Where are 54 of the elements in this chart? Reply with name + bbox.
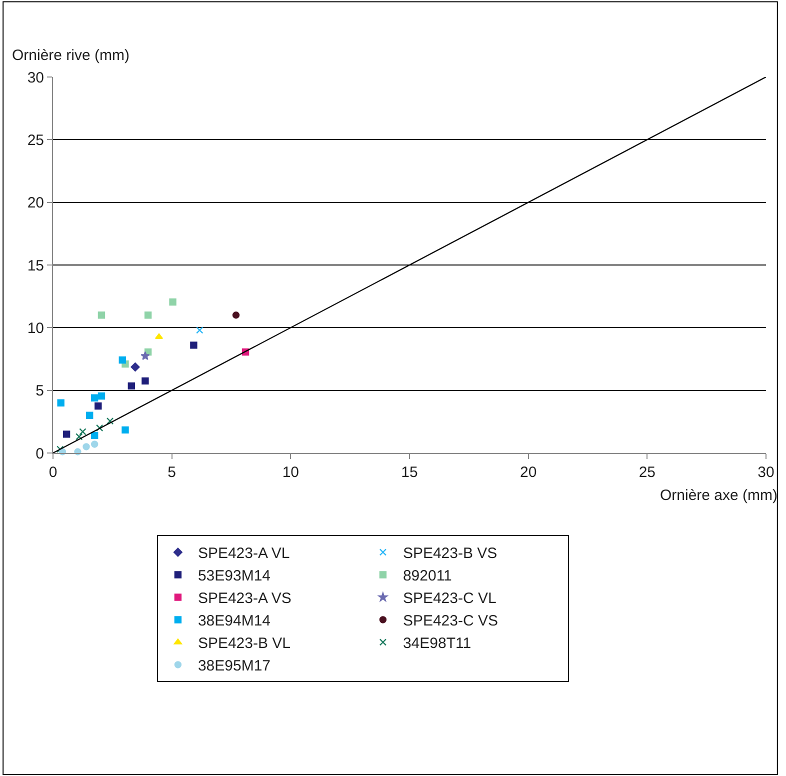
point xyxy=(142,377,149,385)
legend-label: SPE423-A VS xyxy=(198,590,292,608)
legend-label: 38E94M14 xyxy=(198,612,271,630)
point xyxy=(57,399,64,406)
legend-label: SPE423-B VS xyxy=(402,545,498,562)
x-tick-label: 30 xyxy=(758,464,774,481)
point xyxy=(190,342,198,349)
y-tick-label: 0 xyxy=(36,445,44,462)
point xyxy=(98,392,106,400)
point xyxy=(106,417,114,425)
point xyxy=(232,312,240,319)
y-tick-label: 5 xyxy=(36,382,44,400)
point xyxy=(86,412,94,419)
point xyxy=(56,446,64,453)
point xyxy=(62,430,70,438)
legend-label: SPE423-C VL xyxy=(402,590,496,608)
point xyxy=(196,326,204,334)
point xyxy=(128,382,136,390)
point xyxy=(144,312,152,319)
legend-label: 38E95M17 xyxy=(198,658,271,675)
point xyxy=(79,428,86,436)
legend-label: SPE423-B VL xyxy=(198,635,291,652)
point xyxy=(76,433,83,440)
point xyxy=(96,424,104,432)
y-tick-label: 10 xyxy=(27,320,44,337)
legend-label: SPE423-C VS xyxy=(402,612,498,630)
x-tick-label: 25 xyxy=(638,464,656,481)
x-tick-label: 20 xyxy=(520,464,537,481)
point xyxy=(90,432,98,440)
legend-label: 53E93M14 xyxy=(198,568,271,585)
x-tick-label: 10 xyxy=(282,464,300,481)
point xyxy=(94,402,102,410)
x-tick-label: 15 xyxy=(401,464,418,481)
x-tick-label: 0 xyxy=(48,464,58,481)
x-tick-label: 5 xyxy=(168,464,176,481)
y-tick-label: 30 xyxy=(27,69,44,86)
point xyxy=(90,394,98,402)
point xyxy=(169,298,176,306)
point xyxy=(90,440,98,448)
y-tick-label: 20 xyxy=(27,194,44,212)
legend-label: 892011 xyxy=(402,568,452,585)
point xyxy=(122,426,129,434)
y-tick-label: 25 xyxy=(27,132,44,149)
y-tick-label: 15 xyxy=(27,257,44,274)
point xyxy=(154,333,164,340)
point xyxy=(98,312,106,319)
x-axis-title: Ornière axe (mm) xyxy=(660,487,778,504)
point xyxy=(140,351,150,360)
point xyxy=(82,443,90,450)
point xyxy=(118,356,126,364)
y-axis-title: Ornière rive (mm) xyxy=(12,47,130,64)
legend-label: 34E98T11 xyxy=(402,635,472,652)
point xyxy=(130,362,140,372)
legend-label: SPE423-A VL xyxy=(198,545,290,562)
